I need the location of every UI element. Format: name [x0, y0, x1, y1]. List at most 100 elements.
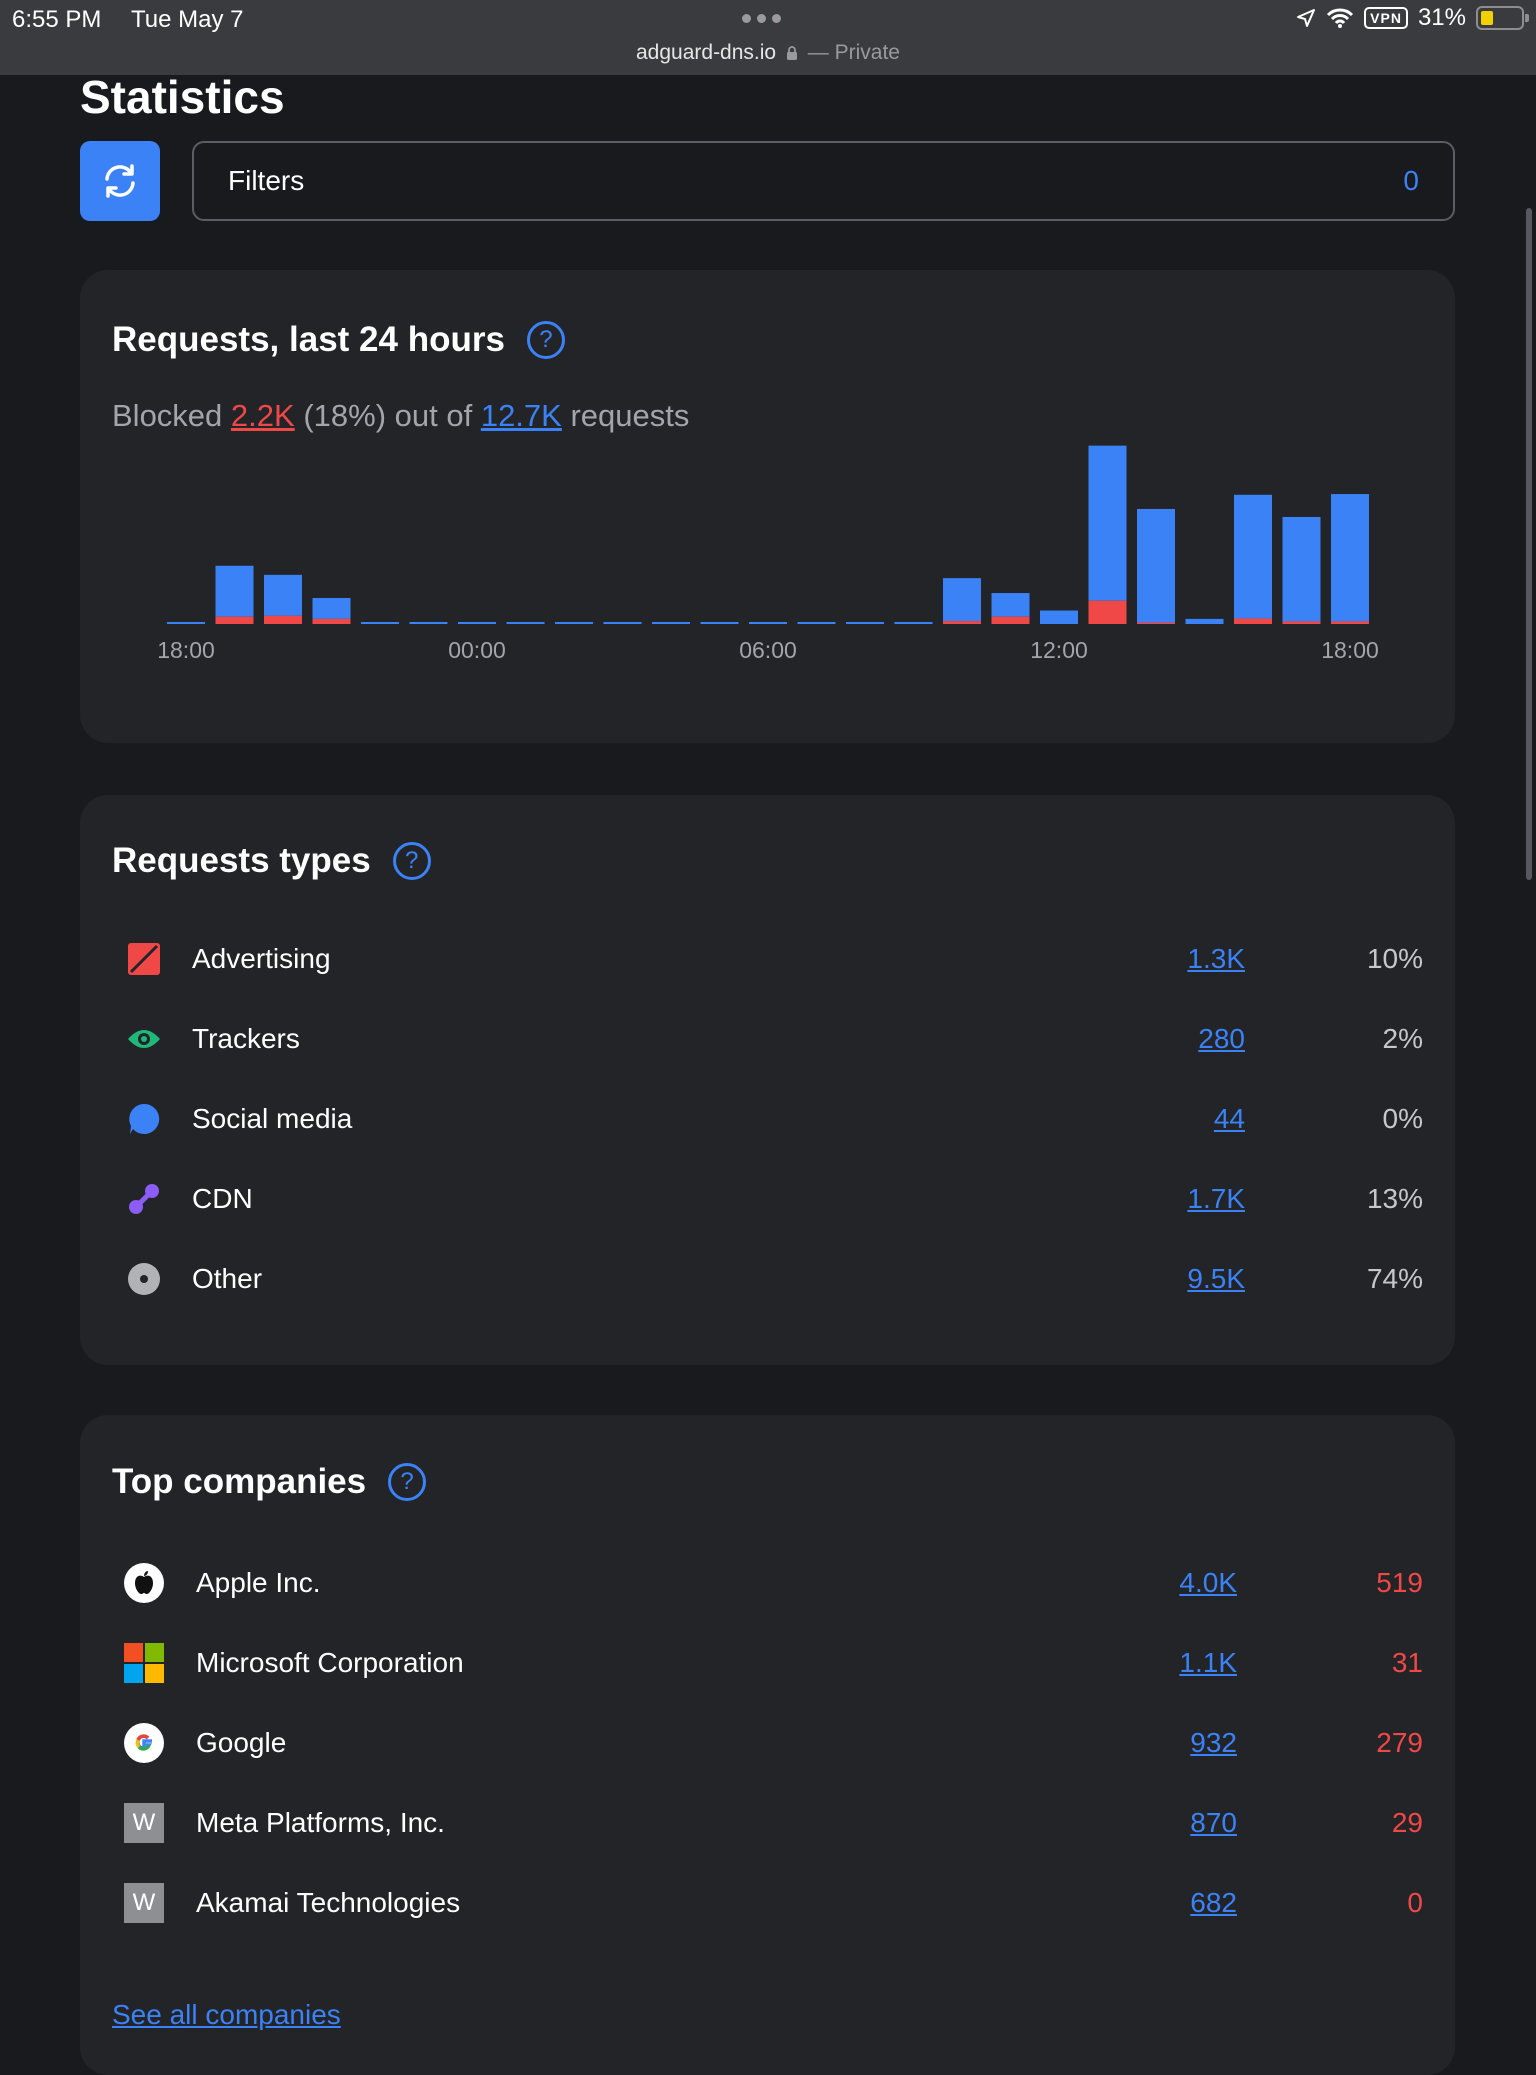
lock-icon — [786, 46, 797, 60]
type-row-other[interactable]: Other 9.5K 74% — [112, 1249, 1423, 1309]
bar-allowed-22:00[interactable] — [361, 622, 399, 624]
blocked-percent: (18%) out of — [303, 398, 473, 433]
bar-allowed-07:00[interactable] — [797, 622, 836, 624]
request-types-card: Requests types ? Advertising 1.3K 10% Tr… — [80, 795, 1455, 1365]
company-row-akamai[interactable]: W Akamai Technologies 682 0 — [112, 1873, 1423, 1933]
type-percent: 2% — [1382, 1023, 1423, 1054]
advertising-icon — [124, 939, 164, 979]
type-row-cdn[interactable]: CDN 1.7K 13% — [112, 1169, 1423, 1229]
type-percent: 0% — [1382, 1103, 1423, 1134]
see-all-companies-link[interactable]: See all companies — [112, 1999, 341, 2030]
type-row-advertising[interactable]: Advertising 1.3K 10% — [112, 929, 1423, 989]
refresh-icon — [105, 164, 135, 198]
bar-allowed-00:00[interactable] — [458, 622, 496, 624]
bar-allowed-23:00[interactable] — [409, 622, 448, 624]
company-row-meta[interactable]: W Meta Platforms, Inc. 870 29 — [112, 1793, 1423, 1853]
bar-allowed-10:00[interactable] — [943, 578, 981, 622]
company-blocked: 279 — [1376, 1727, 1423, 1758]
more-dots-icon[interactable] — [742, 14, 781, 23]
bar-blocked-14:00[interactable] — [1137, 622, 1175, 624]
bar-allowed-05:00[interactable] — [700, 622, 739, 624]
bar-allowed-13:00[interactable] — [1088, 445, 1127, 601]
bar-allowed-01:00[interactable] — [506, 622, 545, 624]
type-label: Advertising — [192, 943, 331, 974]
cdn-icon — [124, 1179, 164, 1219]
bar-blocked-16:00[interactable] — [1234, 618, 1272, 624]
company-row-google[interactable]: Google 932 279 — [112, 1713, 1423, 1773]
company-count-link[interactable]: 1.1K — [1179, 1647, 1237, 1678]
bar-allowed-17:00[interactable] — [1282, 516, 1321, 622]
other-icon — [124, 1259, 164, 1299]
type-count-link[interactable]: 1.7K — [1187, 1183, 1245, 1214]
company-blocked: 0 — [1407, 1887, 1423, 1918]
company-count-link[interactable]: 682 — [1190, 1887, 1237, 1918]
type-count-link[interactable]: 9.5K — [1187, 1263, 1245, 1294]
bar-allowed-21:00[interactable] — [312, 597, 351, 619]
filters-label: Filters — [228, 165, 305, 196]
x-tick-label: 00:00 — [448, 637, 506, 663]
bar-allowed-19:00[interactable] — [215, 565, 254, 617]
bar-allowed-08:00[interactable] — [846, 622, 884, 624]
type-label: Social media — [192, 1103, 353, 1134]
company-row-apple[interactable]: Apple Inc. 4.0K 519 — [112, 1553, 1423, 1613]
type-count-link[interactable]: 280 — [1198, 1023, 1245, 1054]
companies-title: Top companies — [112, 1462, 367, 1501]
url-text: adguard-dns.io — [636, 41, 777, 64]
bar-allowed-18:00[interactable] — [1331, 494, 1369, 622]
placeholder-w-icon: W — [124, 1803, 164, 1843]
types-help-icon[interactable]: ? — [392, 842, 431, 880]
bar-allowed-03:00[interactable] — [603, 622, 642, 624]
microsoft-icon — [124, 1643, 164, 1683]
vpn-badge: VPN — [1364, 7, 1408, 29]
bar-allowed-15:00[interactable] — [1185, 618, 1224, 624]
company-blocked: 29 — [1391, 1807, 1423, 1838]
x-tick-label: 18:00 — [1321, 637, 1379, 663]
company-count-link[interactable]: 4.0K — [1179, 1567, 1237, 1598]
battery-icon — [1476, 6, 1529, 30]
filters-field[interactable]: Filters 0 — [192, 141, 1455, 221]
type-row-social-media[interactable]: Social media 44 0% — [112, 1089, 1423, 1149]
bar-blocked-19:00[interactable] — [215, 616, 254, 624]
requests-card: Requests, last 24 hours ? Blocked 2.2K (… — [80, 270, 1455, 743]
company-count-link[interactable]: 932 — [1190, 1727, 1237, 1758]
type-row-trackers[interactable]: Trackers 280 2% — [112, 1009, 1423, 1069]
bar-allowed-12:00[interactable] — [1040, 610, 1078, 624]
requests-chart: 18:00 00:00 06:00 12:00 18:00 — [157, 445, 1379, 663]
bar-allowed-06:00[interactable] — [749, 622, 787, 624]
company-row-microsoft[interactable]: Microsoft Corporation 1.1K 31 — [112, 1633, 1423, 1693]
bar-blocked-13:00[interactable] — [1088, 600, 1127, 624]
bar-allowed-09:00[interactable] — [894, 622, 933, 624]
bar-blocked-17:00[interactable] — [1282, 621, 1321, 624]
total-count-link[interactable]: 12.7K — [480, 398, 562, 433]
bar-allowed-14:00[interactable] — [1137, 508, 1175, 623]
type-count-link[interactable]: 44 — [1213, 1103, 1245, 1134]
bar-allowed-16:00[interactable] — [1234, 494, 1272, 619]
type-percent: 74% — [1366, 1263, 1423, 1294]
bar-blocked-20:00[interactable] — [264, 615, 302, 624]
status-bar: 6:55 PM Tue May 7 adguard-dns.io — Priva… — [0, 0, 1536, 75]
battery-percent: 31% — [1417, 4, 1466, 31]
summary-prefix: Blocked — [112, 398, 223, 433]
placeholder-w-icon: W — [124, 1883, 164, 1923]
company-count-link[interactable]: 870 — [1190, 1807, 1237, 1838]
bar-allowed-02:00[interactable] — [555, 622, 593, 624]
scrollbar[interactable] — [1526, 208, 1532, 880]
bar-blocked-18:00[interactable] — [1331, 621, 1369, 624]
bar-blocked-11:00[interactable] — [991, 616, 1030, 624]
bar-allowed-11:00[interactable] — [991, 593, 1030, 617]
blocked-count-link[interactable]: 2.2K — [230, 398, 295, 433]
bar-allowed-04:00[interactable] — [652, 622, 690, 624]
requests-help-icon[interactable]: ? — [526, 321, 565, 359]
type-count-link[interactable]: 1.3K — [1187, 943, 1245, 974]
bar-blocked-10:00[interactable] — [943, 621, 981, 624]
address-bar[interactable]: adguard-dns.io — Private — [0, 41, 1536, 65]
bar-allowed-18:00[interactable] — [167, 622, 205, 624]
refresh-button[interactable] — [80, 141, 160, 221]
apple-icon — [124, 1563, 164, 1603]
bar-allowed-20:00[interactable] — [264, 574, 302, 616]
filters-count: 0 — [1403, 165, 1419, 196]
company-label: Meta Platforms, Inc. — [196, 1807, 445, 1838]
companies-help-icon[interactable]: ? — [388, 1463, 427, 1501]
type-label: Other — [192, 1263, 263, 1294]
bar-blocked-21:00[interactable] — [312, 618, 351, 624]
